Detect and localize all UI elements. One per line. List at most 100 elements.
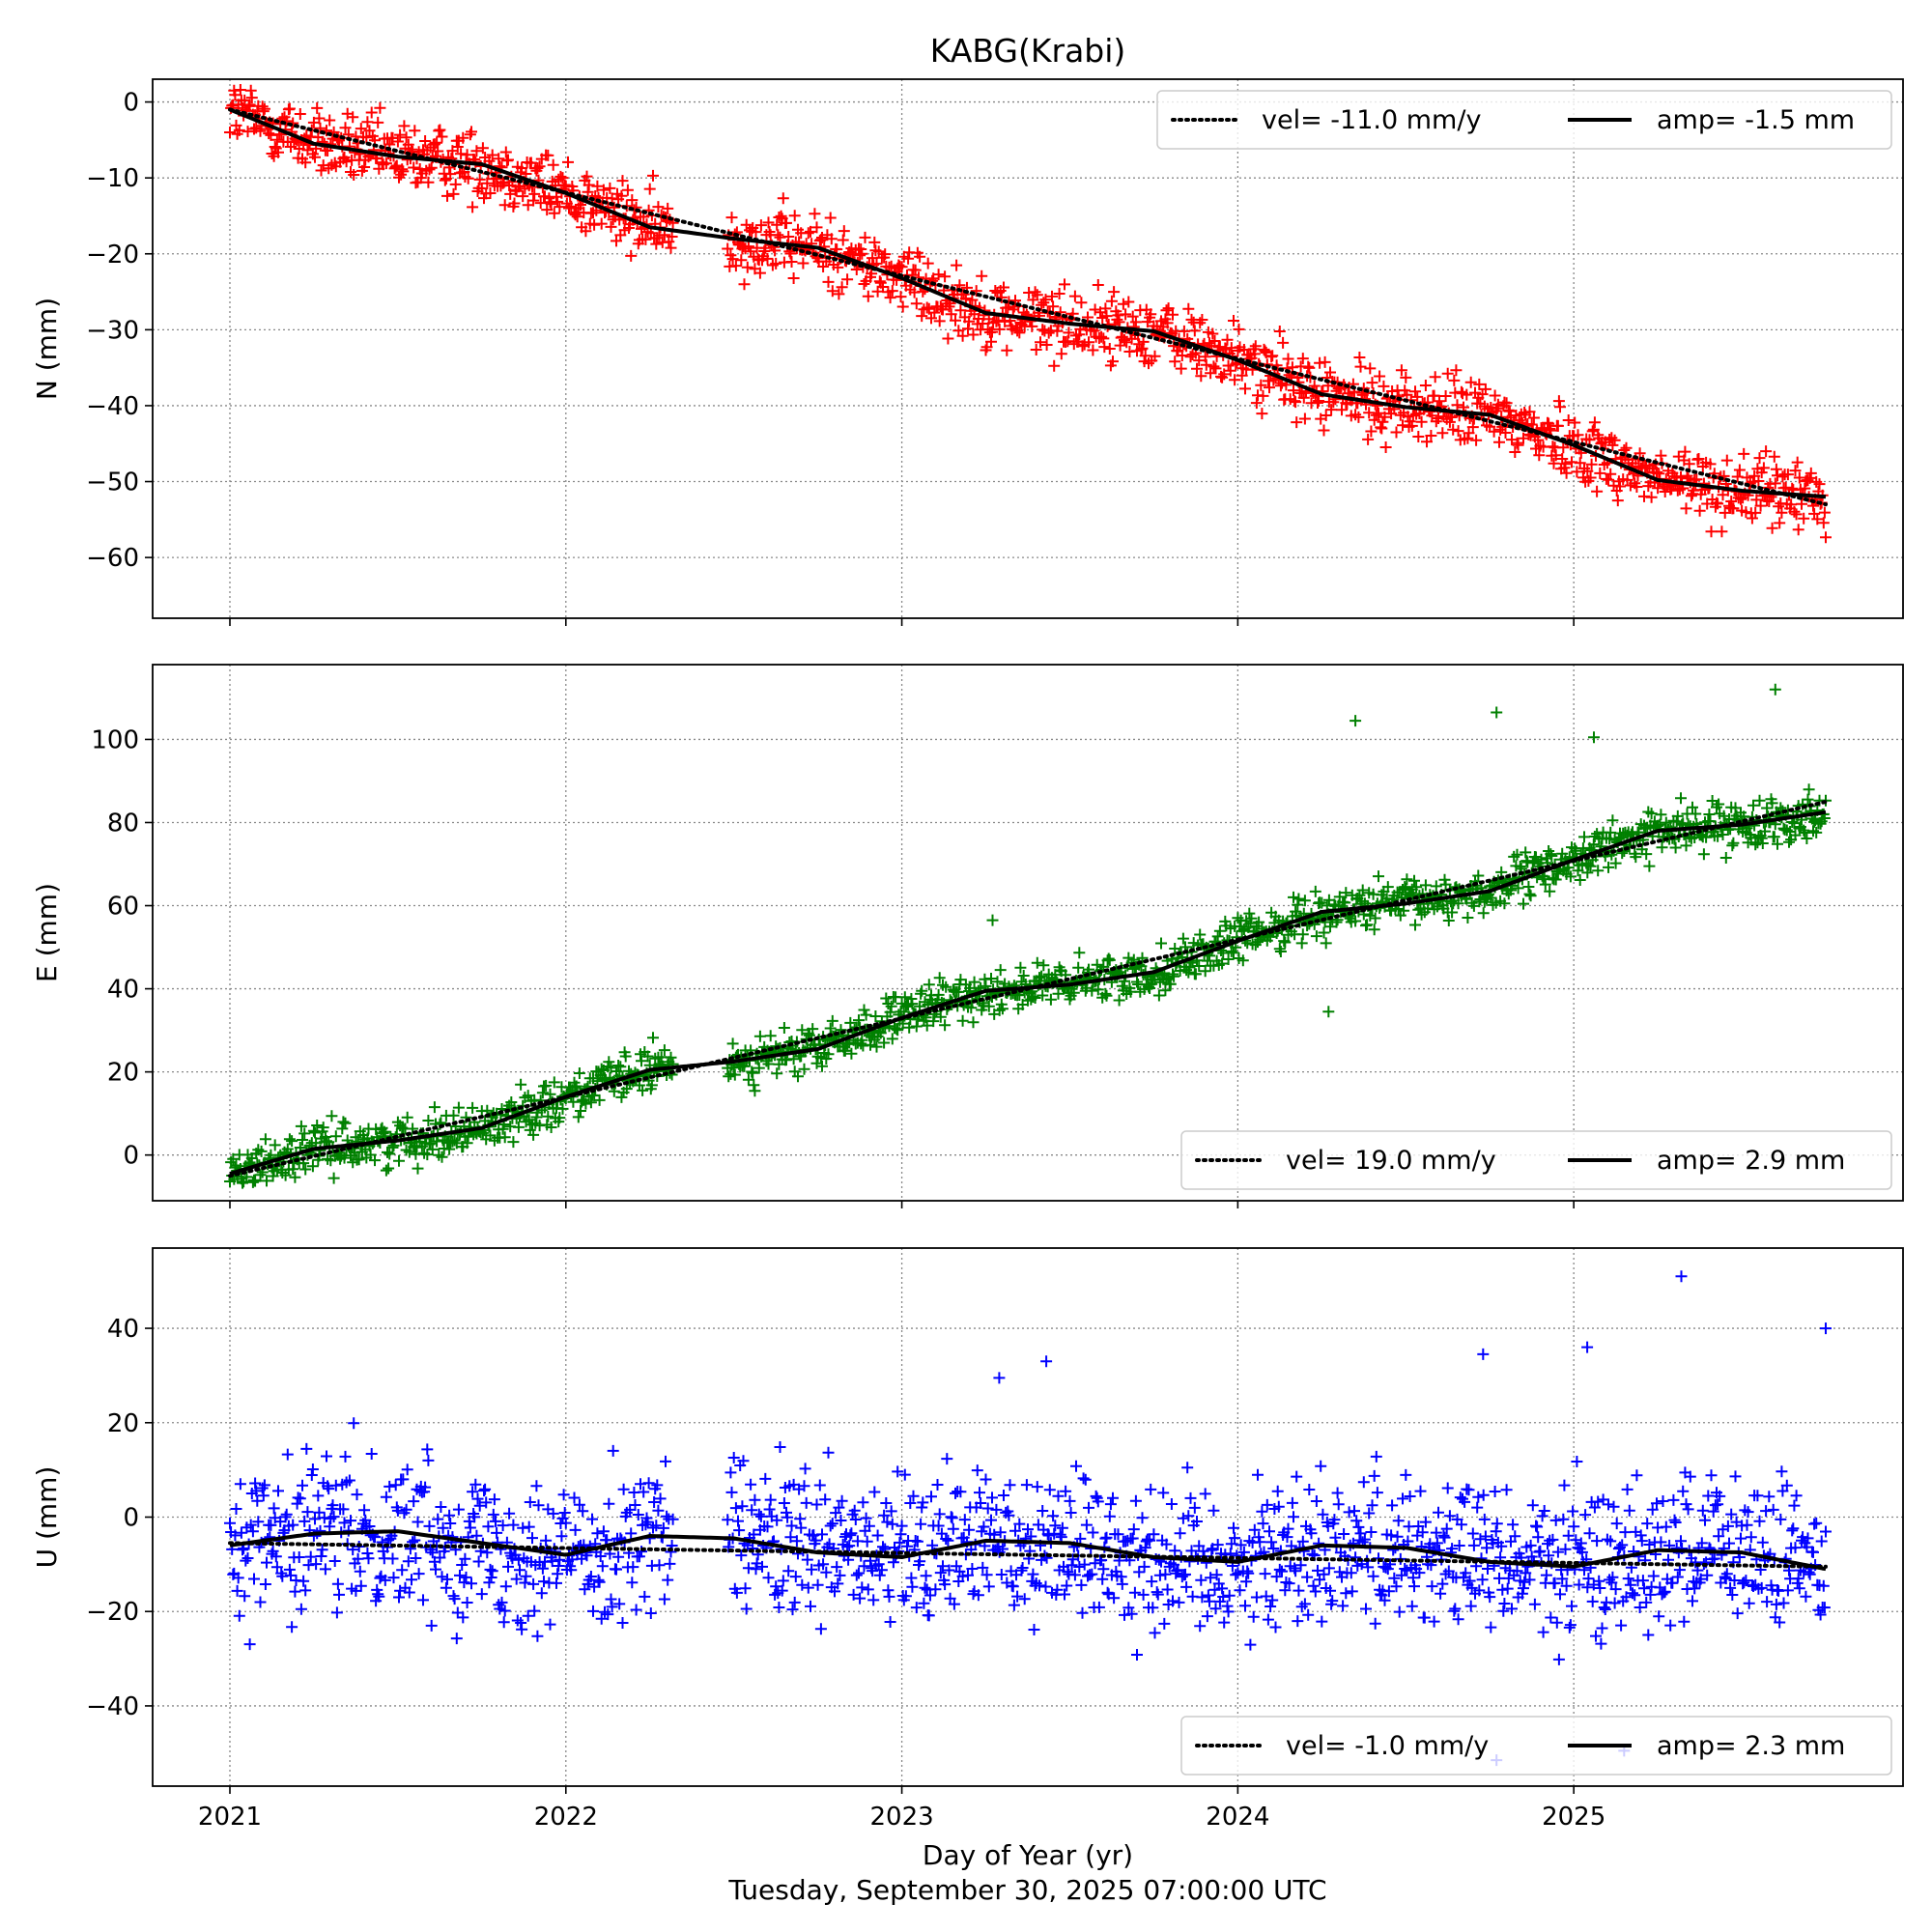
outlier-U <box>1040 1355 1053 1368</box>
observation-U <box>419 1481 432 1493</box>
observation-E <box>1309 885 1321 897</box>
observation-N <box>1754 499 1767 512</box>
observation-N <box>1053 288 1065 299</box>
observation-N <box>1122 296 1135 308</box>
observation-E <box>297 1134 308 1146</box>
observation-N <box>1436 427 1449 440</box>
observation-U <box>1358 1533 1371 1546</box>
observation-U <box>1726 1589 1739 1601</box>
observation-U <box>1131 1649 1143 1661</box>
observation-E <box>573 1067 585 1079</box>
observation-U <box>251 1494 264 1507</box>
observation-U <box>1559 1543 1572 1555</box>
observation-N <box>547 158 559 171</box>
observation-N <box>1029 286 1041 298</box>
observation-N <box>902 252 915 265</box>
observation-N <box>461 149 473 161</box>
observation-E <box>1193 960 1206 972</box>
observation-U <box>1481 1542 1492 1554</box>
observation-N <box>797 257 810 270</box>
observation-N <box>762 216 775 229</box>
observation-U <box>1378 1594 1391 1606</box>
observation-E <box>858 1004 870 1016</box>
observation-U <box>1696 1504 1709 1517</box>
observations-N <box>224 84 1832 544</box>
observation-U <box>485 1572 497 1583</box>
observation-U <box>1743 1597 1755 1609</box>
observation-N <box>582 179 595 191</box>
observation-N <box>1793 471 1805 484</box>
timestamp-subtitle: Tuesday, September 30, 2025 07:00:00 UTC <box>727 1874 1326 1906</box>
observation-U <box>898 1468 911 1481</box>
observation-U <box>319 1563 331 1576</box>
observation-N <box>1233 323 1245 335</box>
observation-U <box>293 1551 305 1563</box>
observation-U <box>745 1478 757 1491</box>
observation-U <box>458 1577 470 1589</box>
observation-U <box>394 1584 407 1597</box>
observation-U <box>535 1587 548 1600</box>
observation-U <box>1286 1496 1298 1509</box>
observation-U <box>725 1486 738 1498</box>
observation-U <box>917 1496 929 1509</box>
observation-N <box>1781 469 1794 481</box>
observation-N <box>397 165 410 178</box>
observation-U <box>819 1493 832 1506</box>
observation-E <box>1368 923 1380 936</box>
y-tick-label-U: −40 <box>86 1692 139 1721</box>
observation-E <box>1031 956 1043 969</box>
observation-U <box>330 1606 343 1619</box>
observation-U <box>1552 1653 1565 1665</box>
observation-U <box>1352 1520 1365 1533</box>
legend-velocity-label: vel= 19.0 mm/y <box>1286 1146 1496 1176</box>
observation-N <box>1365 425 1378 438</box>
observation-U <box>1792 1573 1804 1585</box>
observation-E <box>299 1163 312 1176</box>
observation-U <box>252 1516 265 1528</box>
observation-E <box>1801 833 1813 844</box>
observation-E <box>1803 783 1815 796</box>
observation-U <box>324 1520 336 1533</box>
observation-U <box>914 1555 926 1568</box>
observation-E <box>1113 994 1125 1007</box>
observation-U <box>300 1442 313 1455</box>
observation-E <box>787 1053 800 1065</box>
observation-U <box>1031 1481 1043 1493</box>
observation-U <box>444 1518 457 1529</box>
observation-N <box>1303 361 1316 374</box>
observation-U <box>1070 1460 1082 1472</box>
observation-U <box>1265 1536 1278 1548</box>
observation-E <box>1727 837 1740 849</box>
observation-N <box>1608 434 1621 446</box>
observation-U <box>1751 1490 1764 1502</box>
observation-U <box>1324 1584 1336 1597</box>
observation-E <box>1037 959 1050 972</box>
observation-U <box>494 1603 506 1615</box>
observation-U <box>1598 1602 1610 1613</box>
observation-N <box>1451 399 1463 412</box>
observation-N <box>1549 449 1562 462</box>
observation-U <box>1783 1564 1795 1577</box>
observation-U <box>1438 1531 1451 1544</box>
observation-U <box>1453 1540 1465 1551</box>
observation-U <box>1669 1517 1682 1528</box>
observation-U <box>661 1510 673 1522</box>
observation-U <box>1667 1493 1680 1506</box>
observation-U <box>911 1535 923 1548</box>
observation-U <box>454 1569 466 1581</box>
observation-U <box>1636 1575 1649 1587</box>
observation-U <box>467 1486 479 1498</box>
observation-N <box>248 123 260 135</box>
observation-N <box>1569 416 1581 429</box>
observation-U <box>1682 1503 1694 1516</box>
observation-E <box>595 1063 608 1075</box>
observation-E <box>1295 937 1308 950</box>
observation-U <box>1097 1563 1110 1576</box>
observation-U <box>784 1531 797 1544</box>
observation-N <box>580 225 592 238</box>
observation-U <box>1735 1532 1747 1545</box>
x-tick-label: 2025 <box>1542 1803 1605 1832</box>
observation-E <box>353 1153 365 1166</box>
observation-N <box>1620 441 1633 454</box>
observation-U <box>915 1518 927 1530</box>
